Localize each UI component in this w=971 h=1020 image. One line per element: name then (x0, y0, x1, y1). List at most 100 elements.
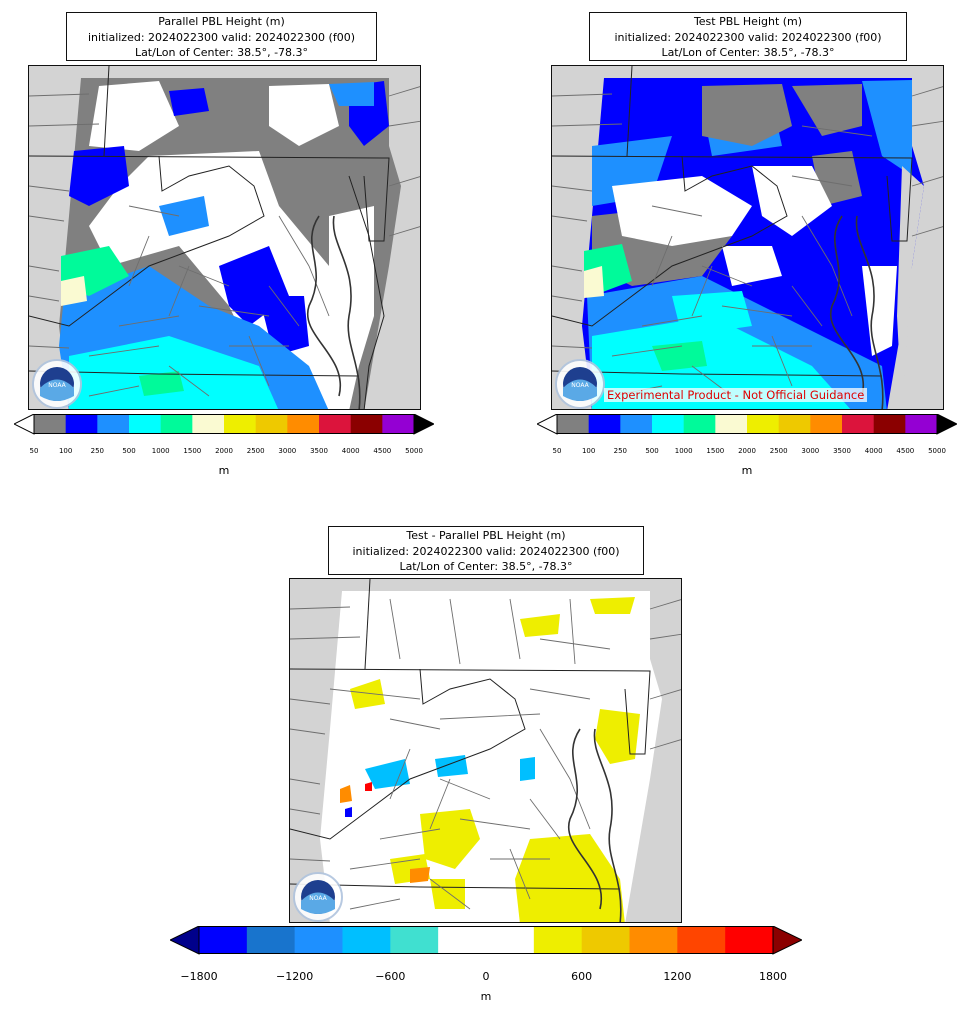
difference-init-valid: initialized: 2024022300 valid: 202402230… (352, 544, 620, 558)
colorbar-segment (620, 414, 653, 434)
noaa-logo-icon: NOAA (555, 359, 605, 409)
colorbar-segment (160, 414, 193, 434)
colorbar-segment (287, 414, 320, 434)
colorbar-segment (725, 926, 774, 954)
colorbar-segment (629, 926, 678, 954)
difference-colorbar: −1800 −1200 −600 0 600 1200 1800 m (168, 925, 804, 1010)
colorbar-tick-label: −1800 (180, 970, 218, 983)
colorbar-segment (342, 926, 391, 954)
colorbar-segment (390, 926, 439, 954)
colorbar-tick-label: 500 (645, 447, 659, 455)
colorbar-segment (873, 414, 906, 434)
colorbar-segment (319, 414, 351, 434)
colorbar-segment (129, 414, 161, 434)
parallel-colorbar-unit: m (218, 464, 230, 477)
colorbar-segment (677, 926, 726, 954)
parallel-title: Parallel PBL Height (m) (158, 15, 285, 28)
difference-title: Test - Parallel PBL Height (m) (406, 529, 566, 542)
colorbar-frame (556, 414, 938, 434)
parallel-init-valid: initialized: 2024022300 valid: 202402230… (88, 30, 355, 44)
colorbar-segment (255, 414, 288, 434)
difference-title-box: Test - Parallel PBL Height (m) initializ… (328, 526, 644, 575)
colorbar-under-arrow (168, 925, 200, 955)
colorbar-segment (533, 926, 582, 954)
colorbar-over-arrow (772, 925, 804, 955)
colorbar-segment (715, 414, 748, 434)
colorbar-segment (65, 414, 98, 434)
colorbar-tick-label: 1200 (663, 970, 692, 983)
experimental-watermark: Experimental Product - Not Official Guid… (604, 388, 868, 402)
colorbar-tick-label: 1800 (759, 970, 787, 983)
parallel-map: NOAA (28, 65, 421, 410)
colorbar-tick-label: 5000 (405, 447, 423, 455)
colorbar-tick-label: 4000 (864, 447, 883, 455)
colorbar-under-arrow (535, 413, 558, 435)
colorbar-segment (747, 414, 779, 434)
colorbar-over-arrow (413, 413, 436, 435)
difference-colorbar-unit: m (480, 990, 492, 1003)
colorbar-tick-label: 1000 (151, 447, 170, 455)
test-colorbar: 50 100 250 500 1000 1500 2000 2500 3000 3500 4000 4… (535, 413, 959, 477)
noaa-logo-icon: NOAA (293, 872, 343, 922)
colorbar-tick-label: 1500 (183, 447, 202, 455)
parallel-center: Lat/Lon of Center: 38.5°, -78.3° (134, 46, 309, 59)
colorbar-tick-label: 0 (482, 970, 490, 983)
colorbar-tick-label: 500 (122, 447, 136, 455)
colorbar-segment (224, 414, 256, 434)
difference-center: Lat/Lon of Center: 38.5°, -78.3° (399, 560, 573, 573)
colorbar-tick-label: 250 (613, 447, 628, 455)
test-center: Lat/Lon of Center: 38.5°, -78.3° (661, 46, 835, 59)
test-map: NOAA (551, 65, 944, 410)
colorbar-segment (199, 926, 248, 954)
colorbar-segment (557, 414, 589, 434)
parallel-title-box: Parallel PBL Height (m) initialized: 202… (66, 12, 377, 61)
colorbar-tick-label: 3500 (310, 447, 328, 455)
colorbar-tick-label: 1000 (674, 447, 693, 455)
colorbar-over-arrow (936, 413, 959, 435)
colorbar-tick-label: 2000 (738, 447, 756, 455)
colorbar-segment (581, 926, 630, 954)
colorbar-segment (905, 414, 938, 434)
colorbar-tick-label: 4000 (341, 447, 360, 455)
svg-text:NOAA: NOAA (309, 895, 327, 902)
colorbar-segment (842, 414, 874, 434)
colorbar-tick-label: 50 (29, 447, 39, 455)
test-title-box: Test PBL Height (m) initialized: 2024022… (589, 12, 907, 61)
test-colorbar-unit: m (741, 464, 753, 477)
colorbar-segment (97, 414, 130, 434)
colorbar-under-arrow (12, 413, 35, 435)
colorbar-segment (588, 414, 621, 434)
svg-text:NOAA: NOAA (48, 382, 66, 389)
colorbar-segment (683, 414, 716, 434)
colorbar-tick-label: 100 (58, 447, 73, 455)
colorbar-tick-label: 4500 (896, 447, 915, 455)
colorbar-tick-label: 2500 (769, 447, 788, 455)
colorbar-segment (438, 926, 487, 954)
colorbar-tick-label: 2500 (246, 447, 265, 455)
noaa-logo-icon: NOAA (32, 359, 82, 409)
colorbar-segment (34, 414, 66, 434)
colorbar-frame (33, 414, 415, 434)
colorbar-frame (198, 926, 774, 954)
colorbar-tick-label: −1200 (276, 970, 314, 983)
parallel-colorbar: 50 100 250 500 1000 1500 2000 2500 3000 3500 4000 4… (12, 413, 436, 477)
colorbar-segment (810, 414, 843, 434)
colorbar-tick-label: 2000 (215, 447, 233, 455)
colorbar-tick-label: 50 (552, 447, 562, 455)
colorbar-segment (294, 926, 343, 954)
test-init-valid: initialized: 2024022300 valid: 202402230… (614, 30, 882, 44)
colorbar-tick-label: 250 (90, 447, 105, 455)
colorbar-tick-label: 4500 (373, 447, 392, 455)
colorbar-tick-label: 3000 (278, 447, 297, 455)
colorbar-segment (382, 414, 415, 434)
colorbar-segment (778, 414, 811, 434)
colorbar-segment (192, 414, 225, 434)
colorbar-tick-label: 3000 (801, 447, 820, 455)
colorbar-tick-label: 100 (581, 447, 596, 455)
colorbar-tick-label: 3500 (833, 447, 851, 455)
colorbar-tick-label: 1500 (706, 447, 725, 455)
test-title: Test PBL Height (m) (693, 15, 803, 28)
colorbar-segment (246, 926, 295, 954)
colorbar-tick-label: −600 (375, 970, 406, 983)
colorbar-segment (486, 926, 535, 954)
